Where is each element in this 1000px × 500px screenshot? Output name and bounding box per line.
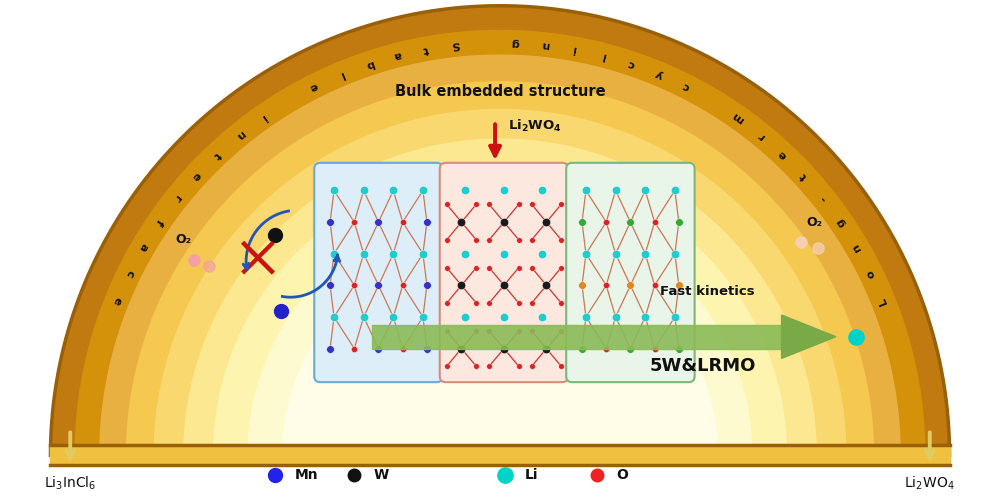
FancyBboxPatch shape bbox=[440, 163, 568, 382]
Text: c: c bbox=[627, 58, 636, 70]
Text: n: n bbox=[850, 241, 863, 254]
Text: 5W&LRMO: 5W&LRMO bbox=[649, 358, 756, 376]
Text: g: g bbox=[834, 216, 847, 228]
Polygon shape bbox=[782, 315, 836, 358]
Text: a: a bbox=[392, 50, 402, 61]
Text: t: t bbox=[798, 170, 809, 181]
Text: L: L bbox=[877, 296, 889, 306]
Text: e: e bbox=[308, 80, 320, 93]
Polygon shape bbox=[184, 139, 816, 456]
Text: l: l bbox=[337, 69, 345, 80]
Text: O: O bbox=[617, 468, 628, 482]
Text: m: m bbox=[729, 110, 745, 124]
Text: r: r bbox=[755, 130, 766, 140]
Text: W: W bbox=[374, 468, 389, 482]
Polygon shape bbox=[100, 55, 900, 456]
Text: l: l bbox=[600, 50, 606, 60]
Text: Bulk embedded structure: Bulk embedded structure bbox=[395, 84, 605, 99]
Polygon shape bbox=[127, 82, 873, 456]
Text: Mn: Mn bbox=[295, 468, 318, 482]
Text: y: y bbox=[654, 68, 664, 80]
Polygon shape bbox=[154, 110, 846, 456]
Text: e: e bbox=[190, 170, 202, 182]
Text: t: t bbox=[423, 44, 430, 54]
Text: r: r bbox=[171, 193, 182, 203]
Text: Li: Li bbox=[525, 468, 538, 482]
Text: $\rm Li_2WO_4$: $\rm Li_2WO_4$ bbox=[904, 475, 955, 492]
Text: i: i bbox=[258, 112, 267, 122]
Text: $\rm Li_3InCl_6$: $\rm Li_3InCl_6$ bbox=[44, 475, 96, 492]
Polygon shape bbox=[50, 6, 950, 456]
FancyBboxPatch shape bbox=[566, 163, 695, 382]
Text: t: t bbox=[212, 149, 222, 160]
Text: $\mathbf{Li_2WO_4}$: $\mathbf{Li_2WO_4}$ bbox=[508, 118, 562, 134]
Text: -: - bbox=[818, 194, 829, 203]
Text: a: a bbox=[137, 242, 150, 253]
Polygon shape bbox=[248, 204, 752, 456]
Text: g: g bbox=[511, 38, 519, 48]
Text: O₂: O₂ bbox=[176, 234, 192, 246]
Polygon shape bbox=[75, 30, 925, 456]
Text: O₂: O₂ bbox=[806, 216, 822, 228]
FancyBboxPatch shape bbox=[314, 163, 443, 382]
Polygon shape bbox=[213, 169, 787, 456]
Text: n: n bbox=[233, 128, 246, 141]
Text: S: S bbox=[451, 40, 460, 50]
Text: n: n bbox=[540, 40, 549, 50]
Text: i: i bbox=[571, 44, 577, 54]
Text: o: o bbox=[865, 268, 877, 279]
Text: e: e bbox=[777, 148, 789, 161]
Text: c: c bbox=[681, 80, 691, 92]
Text: f: f bbox=[154, 218, 165, 227]
Text: Fast kinetics: Fast kinetics bbox=[660, 285, 755, 298]
Text: c: c bbox=[123, 268, 135, 278]
Polygon shape bbox=[283, 238, 717, 456]
Text: b: b bbox=[363, 58, 374, 70]
Text: e: e bbox=[111, 295, 123, 306]
